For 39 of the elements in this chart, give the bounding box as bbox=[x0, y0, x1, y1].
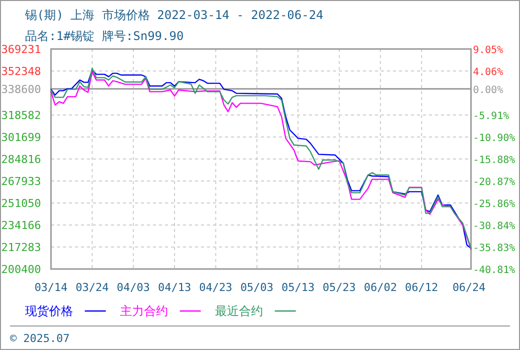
legend-label: 主力合约 bbox=[120, 304, 168, 318]
x-tick-label: 06/02 bbox=[364, 281, 397, 294]
x-tick-label: 04/23 bbox=[199, 281, 232, 294]
y2-tick-label: 9.05% bbox=[473, 45, 504, 56]
y2-tick-label: -25.86% bbox=[473, 199, 516, 210]
x-tick-label: 03/24 bbox=[76, 281, 110, 294]
text: © 2025.07 bbox=[10, 332, 70, 345]
y-tick-label: 234166 bbox=[1, 219, 41, 232]
y-tick-label: 318582 bbox=[1, 109, 41, 122]
y2-tick-label: -20.87% bbox=[473, 177, 516, 188]
legend-label: 最近合约 bbox=[215, 304, 263, 318]
y-tick-label: 352348 bbox=[1, 65, 41, 78]
y2-tick-label: -30.84% bbox=[473, 221, 516, 232]
y-tick-label: 338600 bbox=[1, 82, 41, 96]
x-tick-label: 04/03 bbox=[116, 281, 150, 294]
y2-tick-label: 4.06% bbox=[473, 67, 504, 78]
x-tick-label: 05/13 bbox=[281, 281, 315, 294]
x-tick-label: 05/03 bbox=[240, 281, 274, 294]
y-tick-label: 267933 bbox=[1, 175, 41, 188]
x-tick-label: 05/23 bbox=[322, 281, 356, 294]
y-tick-label: 217283 bbox=[1, 241, 41, 254]
chart-subtitle: 品名:1#锡锭 牌号:Sn99.90 bbox=[25, 29, 184, 43]
y2-tick-label: -35.83% bbox=[473, 243, 516, 254]
y-tick-label: 200400 bbox=[1, 263, 41, 276]
y-tick-label: 284816 bbox=[1, 153, 41, 166]
legend-label: 现货价格 bbox=[25, 304, 73, 318]
x-tick-label: 03/14 bbox=[34, 281, 68, 294]
y-tick-label: 369231 bbox=[1, 43, 41, 56]
x-tick-label: 04/13 bbox=[158, 281, 192, 294]
y-tick-label: 301699 bbox=[1, 131, 41, 144]
y2-tick-label: 0.00% bbox=[473, 84, 504, 96]
y-tick-label: 251050 bbox=[1, 197, 41, 210]
y2-tick-label: -40.81% bbox=[473, 265, 516, 276]
y2-tick-label: -5.91% bbox=[473, 111, 510, 122]
y2-tick-label: -15.88% bbox=[473, 155, 516, 166]
x-tick-label: 06/12 bbox=[405, 281, 438, 294]
x-tick-label: 06/24 bbox=[452, 281, 486, 294]
chart-title: 锡(期) 上海 市场价格 2022-03-14 - 2022-06-24 bbox=[24, 8, 324, 22]
y2-tick-label: -10.90% bbox=[473, 133, 516, 144]
